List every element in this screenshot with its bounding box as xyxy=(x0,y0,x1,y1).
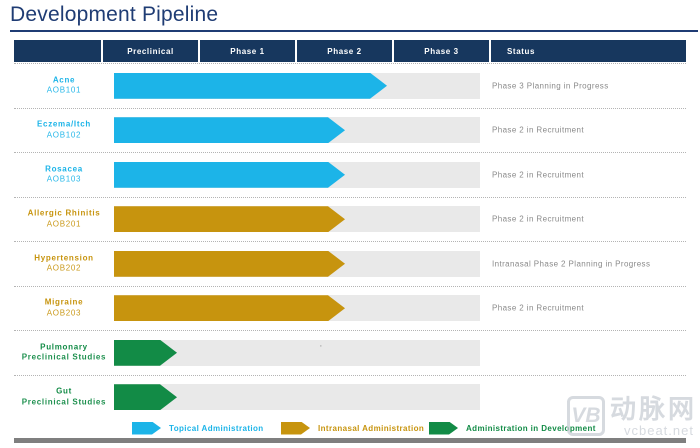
pipeline-rows: Acne AOB101 Phase 3 Planning in Progress… xyxy=(14,63,686,419)
legend-label: Intranasal Administration xyxy=(318,423,425,433)
program-code: Preclinical Studies xyxy=(21,397,107,407)
program-code: AOB203 xyxy=(46,308,82,318)
program-label: Migraine AOB203 xyxy=(8,298,120,319)
pipeline-row-acne: Acne AOB101 Phase 3 Planning in Progress xyxy=(14,63,686,108)
program-name: Eczema/Itch xyxy=(37,119,91,129)
bottom-divider-bar xyxy=(14,438,686,443)
program-name: Migraine xyxy=(44,297,84,307)
pipeline-row-migraine: Migraine AOB203 Phase 2 in Recruitment xyxy=(14,285,686,331)
program-code: AOB201 xyxy=(46,219,82,229)
status-text: Phase 3 Planning in Progress xyxy=(492,81,609,91)
program-code: Preclinical Studies xyxy=(21,352,107,362)
pipeline-row-allergic-rhinitis: Allergic Rhinitis AOB201 Phase 2 in Recr… xyxy=(14,196,686,242)
title-underline xyxy=(10,30,698,32)
program-code: AOB102 xyxy=(46,130,82,140)
legend-item-intranasal: Intranasal Administration xyxy=(281,421,424,435)
header-cell-spacer xyxy=(14,40,101,62)
program-name: Gut xyxy=(56,386,72,396)
progress-arrow xyxy=(114,117,345,143)
program-code: AOB103 xyxy=(46,174,82,184)
pipeline-row-eczema: Eczema/Itch AOB102 Phase 2 in Recruitmen… xyxy=(14,107,686,153)
program-code: AOB202 xyxy=(46,263,82,273)
status-text: Intranasal Phase 2 Planning in Progress xyxy=(492,259,651,269)
progress-arrow xyxy=(114,206,345,232)
progress-arrow xyxy=(114,251,345,277)
program-name: Hypertension xyxy=(34,253,94,263)
pipeline-row-pulmonary: Pulmonary Preclinical Studies xyxy=(14,330,686,375)
header-cell-phase2: Phase 2 xyxy=(295,40,392,62)
vcbeat-logo-icon: VB xyxy=(566,396,605,436)
status-text: Phase 2 in Recruitment xyxy=(492,170,584,180)
program-label: Acne AOB101 xyxy=(8,75,120,96)
watermark-chinese-name: 动脉网 xyxy=(609,394,697,424)
header-cell-phase3: Phase 3 xyxy=(392,40,489,62)
program-name: Pulmonary xyxy=(40,342,88,352)
status-text: Phase 2 in Recruitment xyxy=(492,214,584,224)
program-label: Allergic Rhinitis AOB201 xyxy=(8,209,120,230)
status-text: Phase 2 in Recruitment xyxy=(492,303,584,313)
watermark-domain: vcbeat.net xyxy=(623,423,694,438)
topical-arrow-icon xyxy=(132,422,161,435)
program-name: Rosacea xyxy=(45,164,83,174)
program-label: Eczema/Itch AOB102 xyxy=(8,120,120,141)
legend-item-topical: Topical Administration xyxy=(132,421,264,435)
program-label: Rosacea AOB103 xyxy=(8,164,120,185)
program-label: Hypertension AOB202 xyxy=(8,253,120,274)
watermark: VB 动脉网 vcbeat.net xyxy=(566,396,697,437)
pipeline-row-gut: Gut Preclinical Studies xyxy=(14,374,686,420)
legend-item-development: Administration in Development xyxy=(429,421,596,435)
intranasal-arrow-icon xyxy=(281,422,310,435)
program-name: Allergic Rhinitis xyxy=(27,208,101,218)
program-name: Acne xyxy=(52,75,76,85)
stray-dot-artifact: · xyxy=(319,340,323,352)
header-cell-status: Status xyxy=(489,40,686,62)
pipeline-header: Preclinical Phase 1 Phase 2 Phase 3 Stat… xyxy=(14,40,686,62)
program-label: Gut Preclinical Studies xyxy=(8,387,120,408)
development-arrow-icon xyxy=(429,422,458,435)
program-code: AOB101 xyxy=(46,85,82,95)
header-cell-phase1: Phase 1 xyxy=(198,40,295,62)
pipeline-row-rosacea: Rosacea AOB103 Phase 2 in Recruitment xyxy=(14,152,686,197)
page-title: Development Pipeline xyxy=(10,3,219,26)
status-text: Phase 2 in Recruitment xyxy=(492,125,584,135)
legend-label: Administration in Development xyxy=(466,423,596,433)
progress-arrow xyxy=(114,162,345,188)
progress-arrow xyxy=(114,73,387,99)
program-label: Pulmonary Preclinical Studies xyxy=(8,342,120,363)
header-cell-preclinical: Preclinical xyxy=(101,40,198,62)
legend-label: Topical Administration xyxy=(169,423,264,433)
pipeline-row-hypertension: Hypertension AOB202 Intranasal Phase 2 P… xyxy=(14,241,686,286)
progress-arrow xyxy=(114,295,345,321)
watermark-text: 动脉网 vcbeat.net xyxy=(610,396,697,437)
